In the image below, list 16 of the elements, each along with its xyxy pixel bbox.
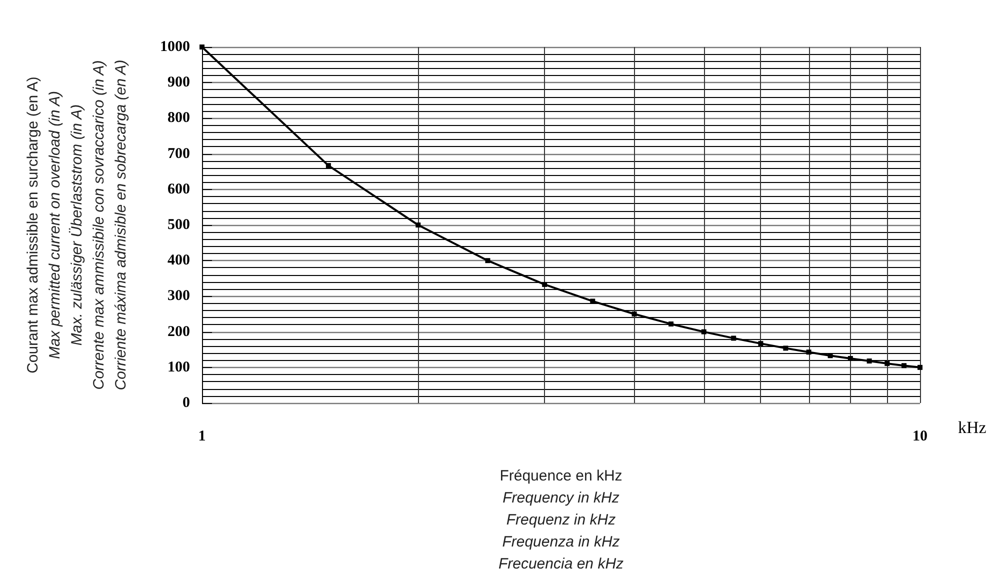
x-tick-label: 10 [912, 428, 928, 444]
y-tick-label: 0 [182, 395, 190, 411]
y-tick-label: 300 [168, 288, 190, 304]
y-axis-title: Courant max admissible en surcharge (en A) Max permitted current on overload (in A) Max. zulässiger Überlaststrom (in A) Corrente max ammissibile con sovraccarico (in A) Corriente máxima admisible en sobrecarga (en A) [24, 60, 130, 390]
y-tick-label: 900 [168, 74, 190, 91]
y-tick-label: 400 [168, 252, 190, 269]
x-axis-title: Fréquence en kHz Frequency in kHz Frequenz in kHz Frequenza in kHz Frecuencia en kHz [498, 468, 624, 572]
x-tick-label: 1 [198, 428, 206, 444]
y-tick-label: 500 [168, 217, 190, 233]
y-tick-label: 1000 [160, 39, 190, 55]
y-tick-label: 100 [168, 359, 190, 376]
text: kHz [958, 418, 987, 437]
y-tick-label: 200 [168, 324, 190, 340]
y-tick-label: 700 [168, 146, 190, 162]
y-tick-label: 800 [168, 110, 190, 126]
y-tick-label: 600 [168, 181, 190, 198]
